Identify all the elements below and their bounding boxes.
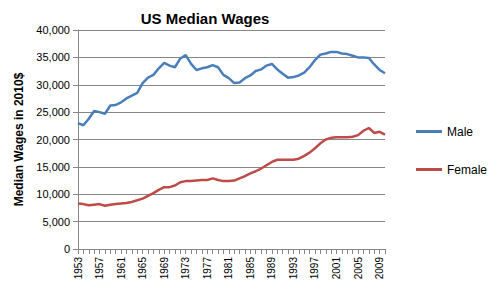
svg-text:25,000: 25,000 bbox=[36, 106, 70, 118]
svg-text:40,000: 40,000 bbox=[36, 24, 70, 36]
svg-text:15,000: 15,000 bbox=[36, 161, 70, 173]
svg-text:2005: 2005 bbox=[353, 257, 364, 280]
svg-text:1981: 1981 bbox=[223, 257, 234, 280]
svg-text:1997: 1997 bbox=[309, 257, 320, 280]
svg-text:Male: Male bbox=[447, 125, 473, 139]
svg-text:35,000: 35,000 bbox=[36, 51, 70, 63]
svg-text:1969: 1969 bbox=[159, 257, 170, 280]
svg-text:0: 0 bbox=[64, 243, 70, 255]
svg-text:1953: 1953 bbox=[73, 257, 84, 280]
svg-text:1977: 1977 bbox=[202, 257, 213, 280]
svg-text:1965: 1965 bbox=[137, 257, 148, 280]
svg-text:US Median Wages: US Median Wages bbox=[141, 10, 270, 27]
svg-text:2001: 2001 bbox=[331, 257, 342, 280]
svg-text:1973: 1973 bbox=[180, 257, 191, 280]
svg-text:1961: 1961 bbox=[116, 257, 127, 280]
svg-text:2009: 2009 bbox=[374, 257, 385, 280]
svg-text:30,000: 30,000 bbox=[36, 79, 70, 91]
svg-text:1989: 1989 bbox=[266, 257, 277, 280]
svg-text:1985: 1985 bbox=[245, 257, 256, 280]
svg-text:10,000: 10,000 bbox=[36, 188, 70, 200]
svg-text:Female: Female bbox=[447, 163, 487, 177]
svg-text:20,000: 20,000 bbox=[36, 134, 70, 146]
svg-text:1993: 1993 bbox=[288, 257, 299, 280]
svg-text:1957: 1957 bbox=[94, 257, 105, 280]
svg-text:Median Wages in 2010$: Median Wages in 2010$ bbox=[12, 72, 26, 206]
svg-text:5,000: 5,000 bbox=[42, 216, 70, 228]
